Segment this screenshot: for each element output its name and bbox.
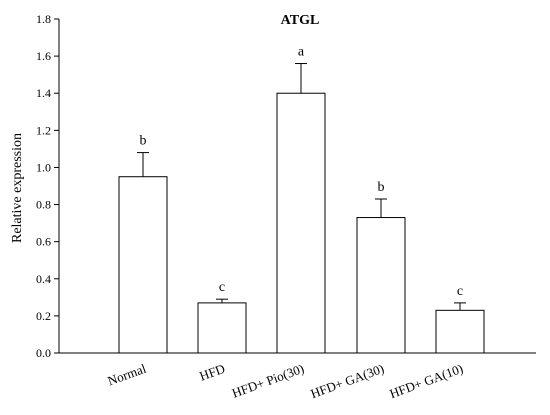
y-tick-label: 1.0 [36, 160, 51, 174]
significance-letter: c [219, 280, 225, 295]
y-tick-label: 1.4 [36, 86, 51, 100]
bar [356, 217, 406, 354]
significance-letter: b [140, 134, 147, 149]
bar [435, 309, 485, 354]
x-tick-label: HFD+ Pio(30) [230, 361, 306, 401]
y-tick-label: 0.4 [36, 272, 51, 286]
significance-letter: a [298, 45, 305, 60]
significance-letter: b [378, 180, 385, 195]
y-tick-label: 1.2 [36, 123, 51, 137]
bar [197, 302, 247, 354]
y-tick-label: 1.6 [36, 49, 51, 63]
y-tick-label: 0.0 [36, 346, 51, 360]
y-tick-label: 1.8 [36, 12, 51, 26]
bar [118, 176, 168, 354]
chart-title: ATGL [281, 13, 320, 28]
y-tick-label: 0.2 [36, 309, 51, 323]
x-tick-label: HFD+ GA(30) [309, 361, 387, 401]
significance-letter: c [457, 284, 463, 299]
bar [276, 92, 326, 354]
y-tick-label: 0.8 [36, 198, 51, 212]
x-tick-label: Normal [106, 361, 149, 389]
plot-area: 0.0 0.2 0.4 0.6 0.8 1.0 1.2 1.4 1.6 1.8 b Normal c HF… [36, 12, 536, 401]
x-tick-label: HFD+ GA(10) [388, 361, 466, 401]
y-tick-label: 0.6 [36, 235, 51, 249]
y-axis-label: Relative expression [10, 133, 25, 243]
x-tick-label: HFD [197, 361, 227, 384]
